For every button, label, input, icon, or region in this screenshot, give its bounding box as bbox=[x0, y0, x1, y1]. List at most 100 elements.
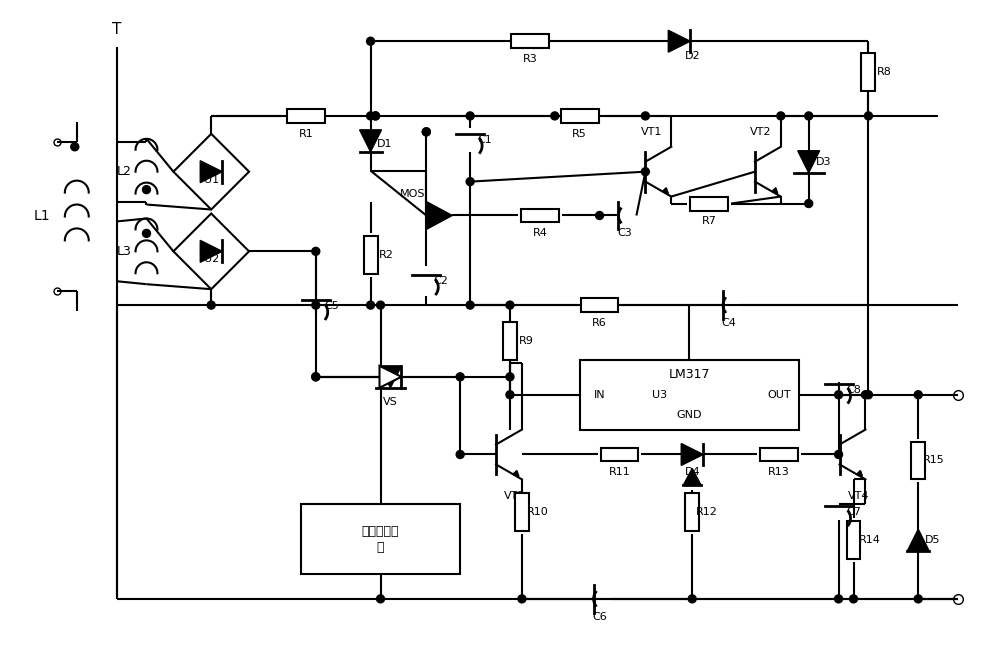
Text: VS: VS bbox=[383, 397, 398, 407]
Circle shape bbox=[506, 373, 514, 381]
Polygon shape bbox=[426, 202, 452, 229]
Bar bbox=[760, 447, 798, 461]
Text: R11: R11 bbox=[609, 467, 630, 477]
Bar bbox=[847, 521, 860, 559]
Circle shape bbox=[518, 595, 526, 603]
Text: D4: D4 bbox=[684, 467, 700, 477]
Text: D3: D3 bbox=[816, 157, 831, 167]
Text: L3: L3 bbox=[117, 245, 132, 258]
Circle shape bbox=[143, 186, 150, 194]
Circle shape bbox=[456, 373, 464, 381]
Polygon shape bbox=[683, 469, 701, 485]
Circle shape bbox=[864, 391, 872, 399]
Circle shape bbox=[466, 112, 474, 120]
Text: D5: D5 bbox=[924, 535, 940, 545]
Bar bbox=[515, 493, 529, 531]
Circle shape bbox=[914, 595, 922, 603]
Text: C8: C8 bbox=[846, 385, 861, 395]
Text: LM317: LM317 bbox=[668, 368, 710, 381]
Bar bbox=[364, 237, 378, 274]
Bar bbox=[601, 447, 638, 461]
Circle shape bbox=[466, 178, 474, 186]
Circle shape bbox=[688, 595, 696, 603]
Circle shape bbox=[422, 128, 430, 136]
Circle shape bbox=[835, 595, 843, 603]
Circle shape bbox=[805, 200, 813, 208]
Text: R4: R4 bbox=[532, 229, 547, 239]
Bar bbox=[287, 109, 325, 123]
Text: R5: R5 bbox=[572, 129, 587, 139]
Text: C1: C1 bbox=[478, 135, 492, 145]
Text: C2: C2 bbox=[434, 276, 449, 286]
Bar bbox=[581, 298, 618, 312]
Circle shape bbox=[377, 595, 384, 603]
Text: GND: GND bbox=[676, 410, 702, 420]
Circle shape bbox=[367, 112, 375, 120]
Text: MOS: MOS bbox=[400, 188, 425, 198]
Circle shape bbox=[372, 112, 380, 120]
Text: VT1: VT1 bbox=[641, 127, 662, 137]
Circle shape bbox=[422, 128, 430, 136]
Text: D1: D1 bbox=[377, 139, 392, 149]
Text: C3: C3 bbox=[617, 229, 632, 239]
Circle shape bbox=[312, 301, 320, 309]
Circle shape bbox=[835, 451, 843, 459]
Circle shape bbox=[864, 112, 872, 120]
Text: 过压保护电: 过压保护电 bbox=[362, 525, 399, 537]
Polygon shape bbox=[798, 151, 820, 173]
Text: R13: R13 bbox=[768, 467, 790, 477]
Text: C7: C7 bbox=[846, 507, 861, 518]
Text: R3: R3 bbox=[522, 54, 537, 64]
Text: R15: R15 bbox=[923, 455, 945, 465]
Text: R8: R8 bbox=[877, 67, 892, 77]
Polygon shape bbox=[360, 130, 382, 152]
Text: L1: L1 bbox=[34, 210, 50, 223]
Bar bbox=[685, 493, 699, 531]
Circle shape bbox=[466, 301, 474, 309]
Polygon shape bbox=[380, 366, 401, 388]
Text: C5: C5 bbox=[324, 301, 339, 311]
Text: VT2: VT2 bbox=[750, 127, 772, 137]
Text: 路: 路 bbox=[377, 541, 384, 553]
Text: OUT: OUT bbox=[767, 390, 791, 400]
Circle shape bbox=[805, 112, 813, 120]
Bar bbox=[511, 34, 549, 48]
Text: R9: R9 bbox=[518, 336, 533, 346]
Circle shape bbox=[312, 373, 320, 381]
Bar bbox=[503, 322, 517, 360]
Circle shape bbox=[312, 373, 320, 381]
Text: VT3: VT3 bbox=[504, 491, 526, 501]
Bar bbox=[561, 109, 599, 123]
Circle shape bbox=[506, 391, 514, 399]
Text: R2: R2 bbox=[379, 251, 394, 260]
Bar bbox=[521, 208, 559, 223]
Text: U2: U2 bbox=[204, 254, 219, 264]
Circle shape bbox=[596, 212, 604, 219]
Polygon shape bbox=[681, 444, 703, 465]
Text: VT4: VT4 bbox=[848, 491, 869, 501]
Text: L2: L2 bbox=[117, 165, 132, 178]
Text: R14: R14 bbox=[859, 535, 880, 545]
Circle shape bbox=[312, 247, 320, 255]
Circle shape bbox=[506, 301, 514, 309]
Bar bbox=[911, 442, 925, 479]
Text: IN: IN bbox=[594, 390, 605, 400]
Circle shape bbox=[377, 301, 384, 309]
Circle shape bbox=[641, 168, 649, 176]
Polygon shape bbox=[668, 30, 690, 52]
Text: U3: U3 bbox=[652, 390, 667, 400]
Circle shape bbox=[456, 451, 464, 459]
Text: R1: R1 bbox=[298, 129, 313, 139]
Text: T: T bbox=[112, 22, 121, 37]
Circle shape bbox=[914, 391, 922, 399]
Text: D2: D2 bbox=[685, 51, 701, 61]
Circle shape bbox=[777, 112, 785, 120]
Text: R10: R10 bbox=[527, 507, 549, 518]
Bar bbox=[301, 504, 460, 574]
Circle shape bbox=[835, 391, 843, 399]
Text: R7: R7 bbox=[702, 216, 717, 227]
Text: C6: C6 bbox=[592, 612, 607, 622]
Circle shape bbox=[850, 595, 857, 603]
Circle shape bbox=[372, 112, 380, 120]
Circle shape bbox=[71, 143, 79, 151]
